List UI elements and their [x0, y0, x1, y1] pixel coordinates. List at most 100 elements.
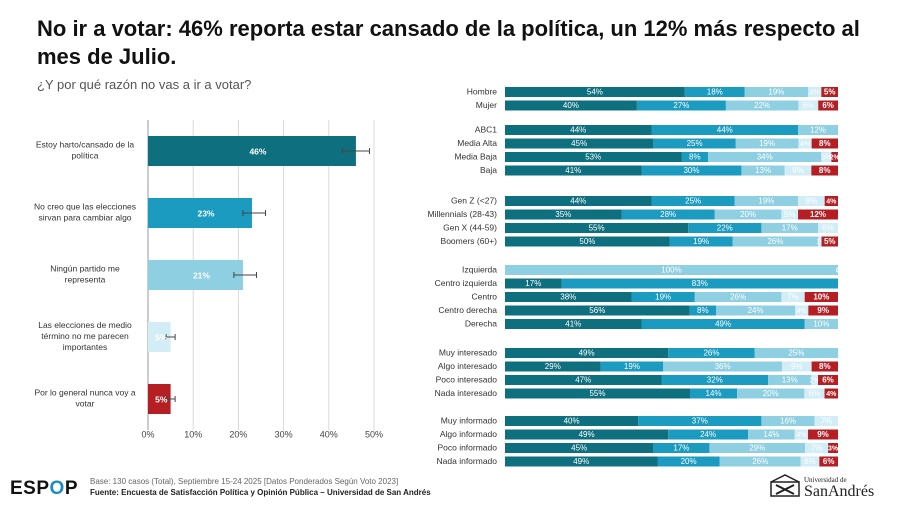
right-bar-value-label: 9% — [791, 362, 803, 371]
right-bar-segment — [669, 236, 733, 247]
left-bar-0 — [148, 136, 356, 166]
right-bar-segment — [781, 209, 799, 220]
right-bar-segment — [716, 305, 796, 316]
right-bar-segment — [631, 292, 695, 302]
right-bar-segment — [761, 223, 819, 233]
right-bar-value-label: 19% — [768, 88, 784, 97]
right-row-label: Muy informado — [441, 415, 497, 425]
right-bar-value-label: 0% — [836, 267, 846, 274]
left-x-tick-label-2: 20% — [229, 429, 247, 439]
right-bar-segment — [663, 361, 782, 372]
left-category-label-1: No creo que las elecciones sirvan para ca… — [34, 202, 136, 223]
right-bar-segment — [798, 100, 819, 111]
left-category-label-0: Estoy harto/cansado de la política — [36, 140, 135, 161]
right-bar-segment — [824, 196, 838, 206]
right-bar-value-label: 4% — [826, 198, 837, 205]
page-title: No ir a votar: 46% reporta estar cansado… — [37, 16, 860, 69]
right-bar-value-label: 9% — [817, 306, 829, 315]
right-bar-segment — [808, 305, 838, 316]
right-bar-value-label: 9% — [817, 430, 829, 439]
right-bar-segment — [653, 138, 736, 149]
right-bar-segment — [811, 165, 838, 176]
right-bar-segment — [661, 375, 769, 385]
right-bar-segment — [808, 429, 838, 440]
right-bar-segment — [811, 361, 838, 372]
right-bar-value-label: 16% — [780, 417, 796, 426]
right-bar-value-label: 6% — [822, 376, 834, 385]
right-bar-segment — [741, 165, 785, 176]
right-bar-value-label: 5% — [824, 237, 836, 246]
right-row-label: Gen X (44-59) — [443, 222, 497, 232]
right-bar-value-label: 0% — [836, 267, 847, 274]
right-bar-segment — [804, 388, 825, 399]
left-category-label-line: Ningún partido me — [50, 264, 120, 274]
right-bar-value-label: 3% — [821, 154, 831, 161]
right-bar-value-label: 7% — [821, 417, 833, 426]
right-row-label: Gen Z (<27) — [451, 195, 497, 205]
right-bar-segment — [636, 100, 726, 111]
right-bar-value-label: 35% — [555, 210, 571, 219]
right-bar-segment — [694, 292, 782, 302]
left-bar-1 — [148, 198, 252, 228]
right-bar-segment — [734, 196, 799, 206]
right-bar-segment — [819, 456, 838, 467]
right-bar-segment — [725, 100, 799, 111]
left-category-label-line: sirvan para cambiar algo — [38, 213, 131, 223]
right-bar-segment — [689, 305, 717, 316]
right-bar-value-label: 38% — [560, 293, 576, 302]
right-bar-value-label: 19% — [758, 197, 774, 206]
universidad-san-andres-logo: Universidad de SanAndrés — [768, 474, 896, 502]
usa-big-text: SanAndrés — [804, 483, 875, 500]
right-bar-value-label: 6% — [804, 457, 816, 466]
right-bar-segment — [821, 236, 838, 247]
espop-logo-text-3: P — [64, 478, 78, 499]
right-bar-segment — [781, 361, 812, 372]
right-bar-segment — [653, 443, 710, 453]
right-bar-value-label: 40% — [564, 417, 580, 426]
right-bar-value-label: 8% — [806, 197, 818, 206]
left-category-label-line: Estoy harto/cansado de la — [36, 140, 135, 150]
left-category-label-line: término no me parecen — [41, 331, 129, 341]
right-row-label: Nada informado — [437, 456, 498, 466]
right-bar-segment — [505, 292, 632, 302]
right-bar-value-label: 55% — [589, 389, 605, 398]
right-bar-value-label: 8% — [819, 139, 831, 148]
right-row-label: Muy interesado — [439, 347, 497, 357]
right-bar-value-label: 22% — [754, 101, 770, 110]
right-bar-segment — [505, 209, 622, 220]
right-bar-value-label: 7% — [787, 293, 799, 302]
left-bar-value-label-0: 46% — [249, 146, 266, 156]
right-bar-value-label: 32% — [707, 376, 723, 385]
right-row-label: Algo informado — [440, 429, 497, 439]
left-category-label-line: Por lo general nunca voy a — [34, 388, 135, 398]
right-bar-value-label: 6% — [823, 457, 835, 466]
right-bar-segment — [651, 125, 799, 135]
right-bar-segment — [505, 443, 654, 453]
right-bar-value-label: 5% — [784, 210, 796, 219]
right-bar-segment — [808, 87, 822, 97]
right-bar-value-label: 17% — [525, 279, 541, 288]
right-bar-segment — [621, 209, 715, 220]
right-bar-value-label: 4% — [810, 89, 820, 96]
left-category-label-line: política — [72, 151, 99, 161]
right-bar-segment — [505, 165, 642, 176]
right-bar-value-label: 6% — [822, 224, 834, 233]
right-bar-value-label: 47% — [575, 376, 591, 385]
right-bar-value-label: 8% — [819, 166, 831, 175]
left-bar-4 — [148, 384, 171, 414]
right-row-label: Izquierda — [462, 264, 497, 274]
right-bar-value-label: 13% — [782, 376, 798, 385]
right-bar-value-label: 56% — [589, 306, 605, 315]
right-bar-value-label: 8% — [689, 153, 701, 162]
right-bar-segment — [505, 375, 662, 385]
right-bar-value-label: 29% — [749, 444, 765, 453]
right-bar-segment — [800, 456, 820, 467]
right-bar-segment — [804, 319, 838, 329]
right-bar-segment — [505, 152, 682, 162]
right-bar-value-label: 20% — [763, 389, 779, 398]
right-bar-segment — [818, 375, 838, 385]
right-bar-value-label: 2% — [810, 377, 820, 384]
right-bar-value-label: 45% — [571, 139, 587, 148]
right-bar-value-label: 100% — [661, 266, 681, 275]
